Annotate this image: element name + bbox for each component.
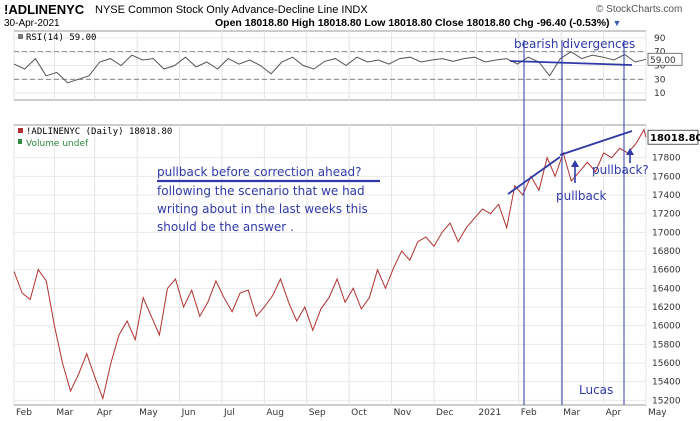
rsi-last-value-box [647,52,683,66]
pullback-question-label: pullback? [592,163,649,177]
x-tick-label: 2021 [478,408,501,418]
x-tick-label: Dec [436,408,453,418]
rsi-divergence-trendline [509,60,633,66]
price-legend-swatch [18,128,23,133]
volume-legend: Volume undef [26,139,89,149]
rsi-legend-swatch [18,34,23,39]
rsi-legend: RSI(14) 59.00 [26,33,96,43]
price-tick-label: 17400 [652,191,681,201]
pullback-arrow-head-icon [571,160,579,167]
price-tick-label: 17000 [652,228,681,238]
price-tick-label: 15400 [652,378,681,388]
price-trendline-1 [507,156,561,195]
price-tick-label: 15600 [652,359,681,369]
x-tick-label: Jun [181,408,196,418]
x-tick-label: Mar [56,408,73,418]
price-last-value: 18018.80 [650,133,700,144]
symbol-title: !ADLINENYC [4,2,85,17]
x-tick-label: Feb [16,408,32,418]
x-tick-label: Feb [521,408,537,418]
price-tick-label: 15800 [652,340,681,350]
x-tick-label: Oct [351,408,367,418]
down-triangle-icon: ▼ [612,18,622,28]
chart-date: 30-Apr-2021 [4,18,60,29]
price-tick-label: 16400 [652,284,681,294]
quote-values: Open 18018.80 High 18018.80 Low 18018.80… [215,17,610,29]
x-tick-label: Mar [563,408,580,418]
x-tick-label: Apr [97,408,113,418]
rsi-tick-label: 50 [654,62,666,72]
annotation-line-2: writing about in the last weeks this [157,202,368,216]
rsi-tick-label: 70 [654,48,666,58]
author-label: Lucas [579,383,613,397]
annotation-question: pullback before correction ahead? [157,165,361,179]
quote-summary: Open 18018.80 High 18018.80 Low 18018.80… [215,17,621,29]
price-tick-label: 17800 [652,154,681,164]
price-legend: !ADLINENYC (Daily) 18018.80 [26,127,172,137]
x-tick-label: Apr [606,408,622,418]
price-tick-label: 17200 [652,210,681,220]
x-tick-label: May [648,408,667,418]
pullback-label: pullback [556,189,606,203]
price-tick-label: 17600 [652,172,681,182]
rsi-tick-label: 90 [654,34,666,44]
pullback2-arrow-head-icon [626,148,634,155]
annotation-line-1: following the scenario that we had [157,184,365,198]
x-tick-label: Jul [223,408,235,418]
symbol-description: NYSE Common Stock Only Advance-Decline L… [95,4,368,16]
x-tick-label: Aug [266,408,284,418]
price-tick-label: 16800 [652,247,681,257]
rsi-tick-label: 30 [654,75,666,85]
annotation-line-3: should be the answer . [157,220,294,234]
x-tick-label: Nov [394,408,412,418]
rsi-line [13,51,647,84]
price-tick-label: 15200 [652,396,681,406]
price-last-value-box [647,129,699,145]
price-trendline-2 [559,130,633,156]
price-line [13,128,647,401]
rsi-tick-label: 10 [654,89,666,99]
price-tick-label: 16600 [652,266,681,276]
rsi-last-value: 59.00 [650,56,676,66]
price-tick-label: 16200 [652,303,681,313]
x-tick-label: May [139,408,158,418]
price-tick-label: 16000 [652,322,681,332]
bearish-divergences-label: bearish divergences [514,37,635,51]
x-tick-label: Sep [309,408,326,418]
watermark: © StockCharts.com [596,4,683,15]
volume-legend-swatch [18,139,22,144]
